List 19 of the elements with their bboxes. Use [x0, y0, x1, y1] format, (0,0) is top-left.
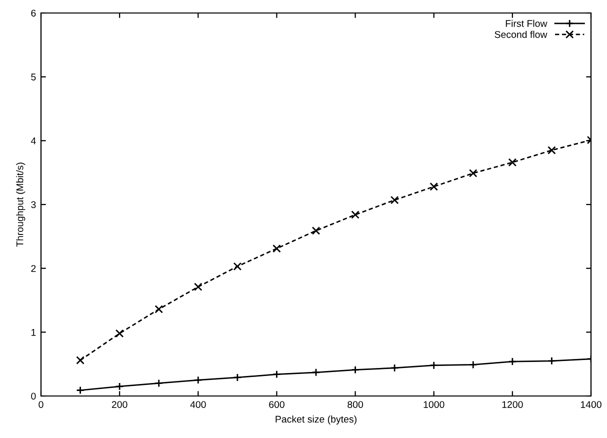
y-tick-label: 4 [30, 138, 36, 144]
x-tick-label: 1000 [424, 401, 444, 408]
x-tick-label: 1200 [502, 401, 523, 408]
y-tick-label: 5 [31, 74, 36, 80]
y-tick-label: 1 [31, 329, 36, 336]
y-tick-label: 6 [31, 10, 36, 17]
y-tick-label: 0 [31, 392, 36, 400]
y-tick-label: 2 [31, 265, 36, 272]
x-tick-label: 400 [190, 401, 206, 408]
x-tick-label: 0 [38, 401, 44, 408]
legend-label: First Flow [506, 20, 548, 27]
x-tick-label: 800 [348, 401, 364, 408]
x-tick-label: 600 [269, 401, 284, 408]
x-tick-label: 200 [112, 401, 128, 408]
legend-label: Second flow [494, 30, 548, 38]
x-axis-title: Packet size (bytes) [276, 415, 356, 425]
y-tick-label: 3 [31, 201, 36, 208]
y-axis-title: Throughput (Mbit/s) [16, 162, 26, 247]
x-tick-label: 1400 [580, 401, 602, 408]
